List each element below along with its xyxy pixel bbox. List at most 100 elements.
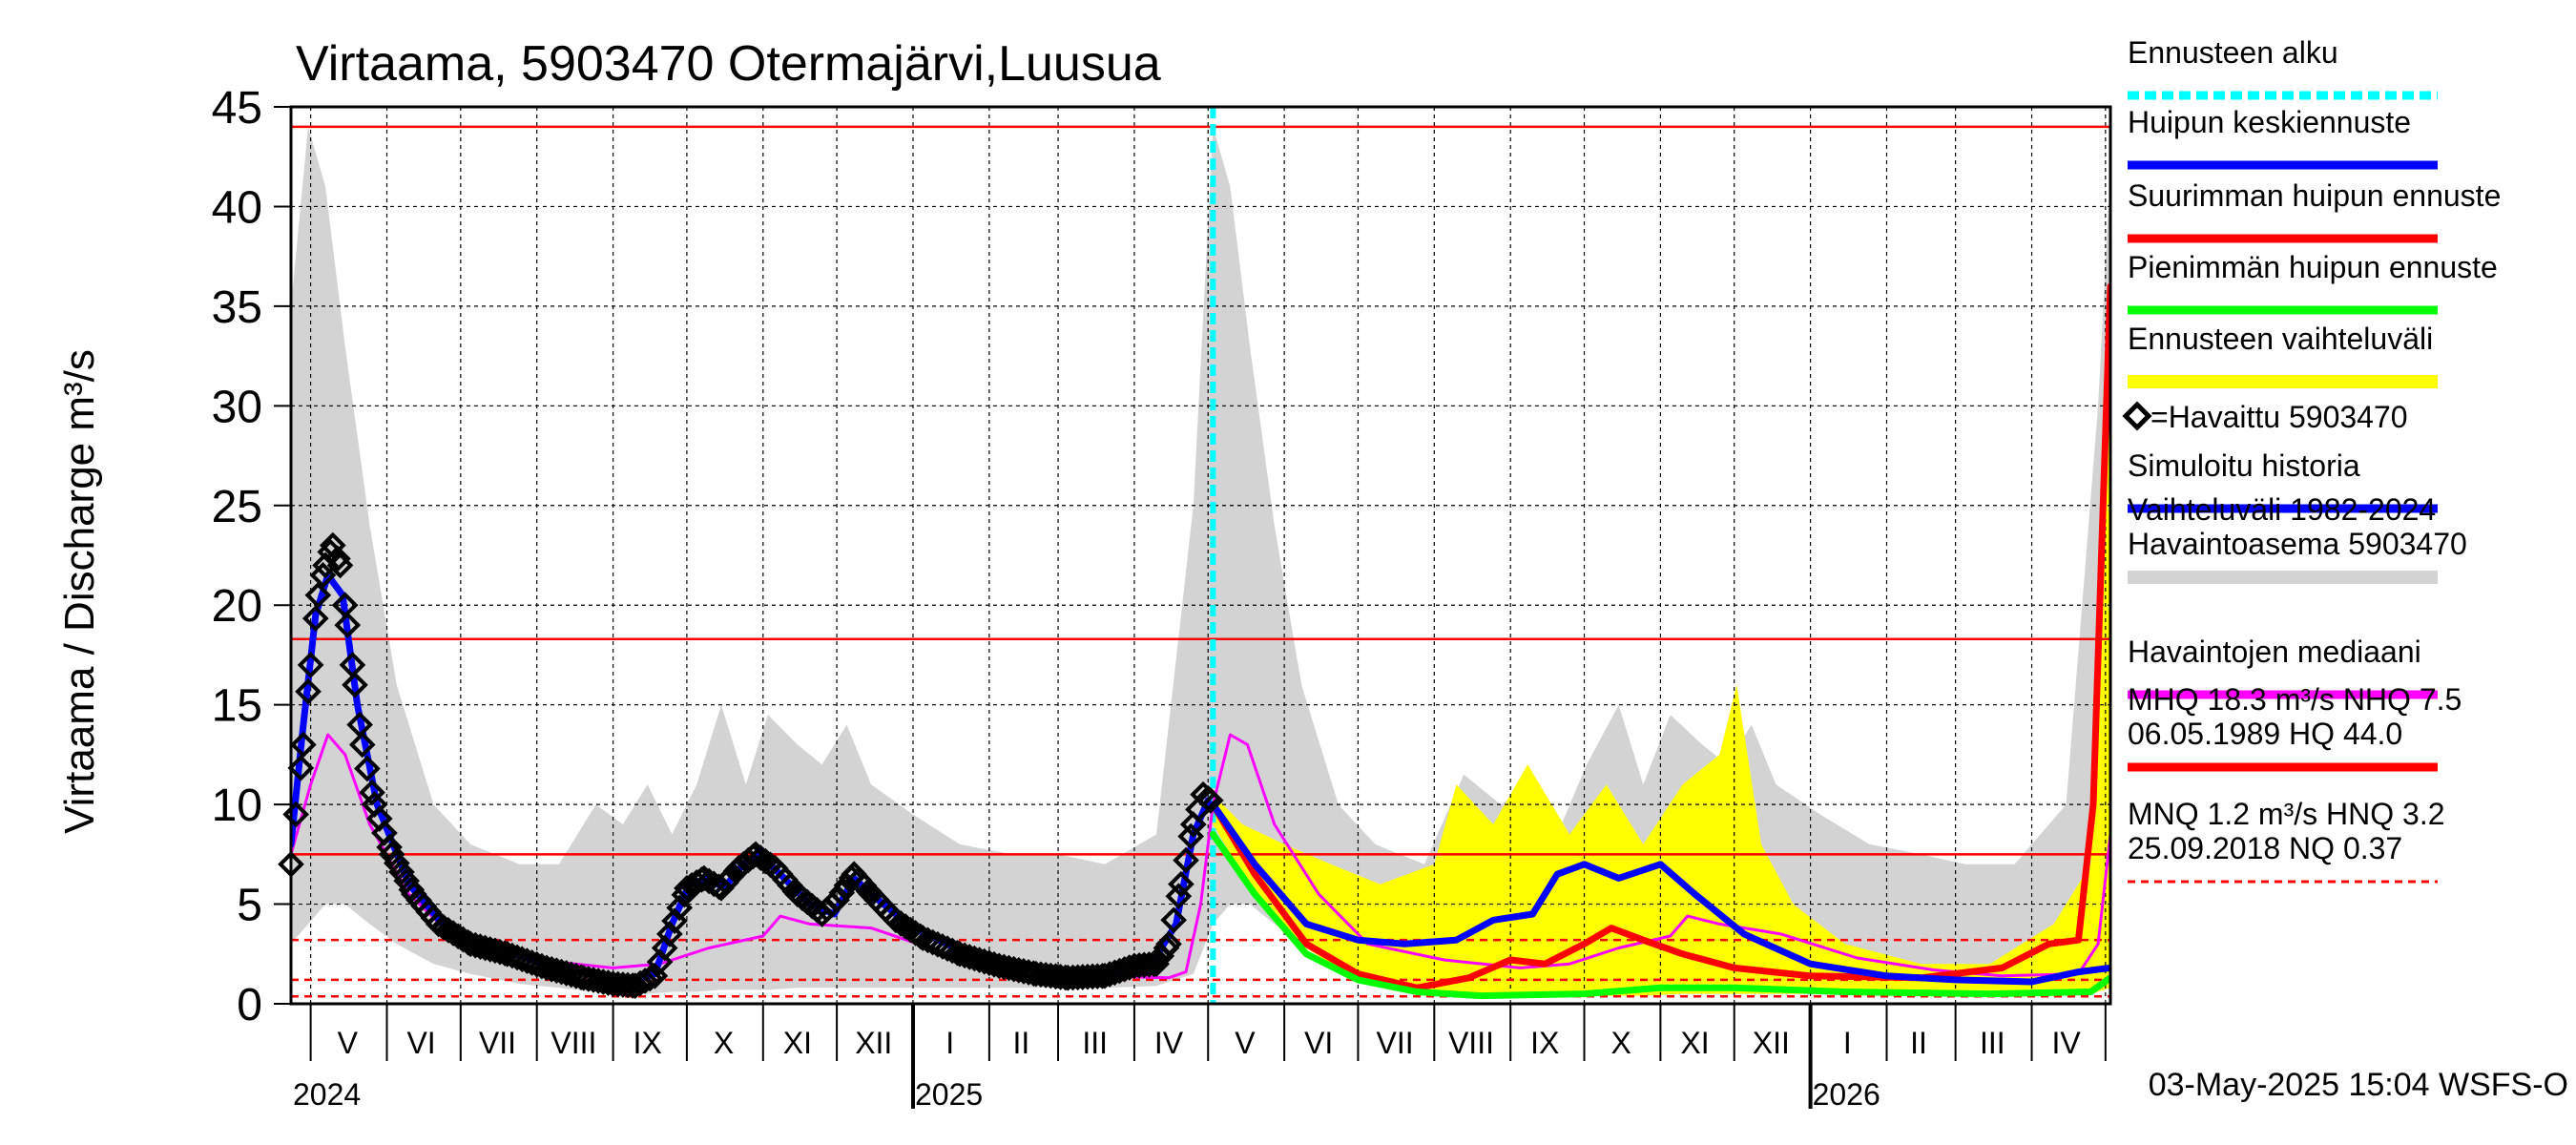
legend: Ennusteen alku Huipun keskiennuste Suurimm…	[2122, 35, 2501, 884]
month-label: VI	[406, 1026, 435, 1060]
historical-range-area	[291, 126, 2110, 994]
observed-marker	[295, 677, 322, 705]
y-tick-label: 10	[212, 781, 262, 831]
legend-item: Havaintojen mediaani	[2128, 635, 2438, 699]
month-label: I	[945, 1026, 954, 1060]
legend-item: MHQ 18.3 m³/s NHQ 7.506.05.1989 HQ 44.0	[2128, 682, 2462, 772]
observed-marker	[939, 937, 966, 965]
month-label: II	[1012, 1026, 1029, 1060]
observed-marker	[282, 801, 309, 828]
year-label: 2024	[293, 1077, 361, 1112]
legend-label-line2: 06.05.1989 HQ 44.0	[2128, 717, 2402, 751]
observed-marker	[287, 754, 315, 781]
observed-marker	[1160, 906, 1187, 934]
observed-marker	[359, 779, 385, 806]
month-label: VIII	[1448, 1026, 1494, 1060]
legend-label: Ennusteen alku	[2128, 35, 2338, 70]
legend-label-line2: 25.09.2018 NQ 0.37	[2128, 831, 2402, 865]
legend-label: Simuloitu historia	[2128, 448, 2360, 483]
month-label: I	[1843, 1026, 1852, 1060]
year-label: 2026	[1813, 1077, 1880, 1112]
observed-marker	[342, 671, 368, 698]
month-label: X	[714, 1026, 734, 1060]
legend-item: Pienimmän huipun ennuste	[2128, 250, 2498, 315]
legend-label: Pienimmän huipun ennuste	[2128, 250, 2498, 284]
y-tick-label: 40	[212, 182, 262, 233]
observed-marker	[290, 731, 317, 759]
y-tick-label: 45	[212, 83, 262, 134]
observed-legend-marker-icon	[2122, 401, 2152, 431]
y-tick-label: 35	[212, 282, 262, 333]
month-label: V	[338, 1026, 359, 1060]
y-tick-label: 5	[237, 881, 262, 931]
legend-label: =Havaittu 5903470	[2150, 400, 2408, 434]
month-label: IV	[1154, 1026, 1184, 1060]
legend-label: MHQ 18.3 m³/s NHQ 7.5	[2128, 682, 2462, 717]
legend-label: Vaihteluväli 1982-2024	[2128, 492, 2436, 527]
observed-marker	[334, 612, 362, 638]
series-line-huipun-keskiennuste	[1209, 801, 2110, 986]
month-label: III	[1980, 1026, 2005, 1060]
month-label: VIII	[551, 1026, 596, 1060]
month-label: VII	[1377, 1026, 1414, 1060]
observed-marker	[1143, 950, 1170, 978]
legend-item: MNQ 1.2 m³/s HNQ 3.225.09.2018 NQ 0.37	[2128, 797, 2445, 884]
plot-frame	[289, 105, 2112, 1006]
y-tick-label: 15	[212, 681, 262, 732]
month-label: II	[1910, 1026, 1927, 1060]
month-label: V	[1235, 1026, 1256, 1060]
observed-marker	[1131, 951, 1158, 979]
month-label: IX	[1530, 1026, 1559, 1060]
y-tick-label: 25	[212, 482, 262, 532]
year-label: 2025	[915, 1077, 983, 1112]
observed-marker	[297, 652, 324, 678]
y-tick-label: 0	[237, 980, 262, 1030]
month-label: XII	[855, 1026, 892, 1060]
legend-label: Havaintojen mediaani	[2128, 635, 2421, 669]
footer-timestamp: 03-May-2025 15:04 WSFS-O	[2149, 1067, 2568, 1103]
series-line-pienimmän-huipun-ennuste	[1209, 830, 2110, 1000]
observed-marker	[1179, 811, 1207, 838]
observed-marker	[1155, 930, 1182, 958]
observed-marker	[348, 731, 376, 759]
month-label: X	[1610, 1026, 1631, 1060]
observed-marker	[717, 864, 745, 890]
month-label: XII	[1753, 1026, 1790, 1060]
month-label: XI	[783, 1026, 812, 1060]
month-label: IX	[634, 1026, 662, 1060]
legend-item: Suurimman huipun ennuste	[2128, 178, 2501, 243]
legend-label: Ennusteen vaihteluväli	[2128, 322, 2433, 356]
observed-marker	[823, 886, 850, 914]
legend-item: Ennusteen vaihteluväli	[2128, 322, 2438, 388]
observed-marker	[324, 545, 351, 572]
month-label: III	[1082, 1026, 1108, 1060]
observed-marker	[383, 849, 410, 877]
observed-marker	[378, 841, 405, 868]
month-label: XI	[1680, 1026, 1709, 1060]
observed-marker	[304, 581, 332, 609]
legend-label: Suurimman huipun ennuste	[2128, 178, 2501, 213]
observed-marker	[1173, 846, 1199, 874]
chart-title: Virtaama, 5903470 Otermajärvi,Luusua	[296, 36, 1161, 92]
legend-item: =Havaittu 5903470	[2122, 400, 2408, 434]
y-tick-label: 20	[212, 581, 262, 632]
observed-markers	[278, 531, 1224, 1000]
observed-marker	[388, 859, 415, 885]
observed-marker	[1196, 787, 1224, 814]
legend-label-line2: Havaintoasema 5903470	[2128, 527, 2467, 561]
observed-marker	[326, 552, 354, 579]
legend-label: MNQ 1.2 m³/s HNQ 3.2	[2128, 797, 2445, 831]
observed-marker	[1168, 870, 1195, 898]
month-label: IV	[2051, 1026, 2081, 1060]
observed-marker	[301, 605, 329, 632]
legend-item: Ennusteen alku	[2128, 35, 2438, 100]
y-tick-label: 30	[212, 382, 262, 432]
legend-item: Huipun keskiennuste	[2128, 105, 2438, 170]
y-axis-label: Virtaama / Discharge m³/s	[56, 349, 103, 834]
month-label: VI	[1304, 1026, 1333, 1060]
month-label: VII	[479, 1026, 516, 1060]
legend-item: Simuloitu historia	[2128, 448, 2438, 513]
observed-marker	[319, 531, 346, 559]
